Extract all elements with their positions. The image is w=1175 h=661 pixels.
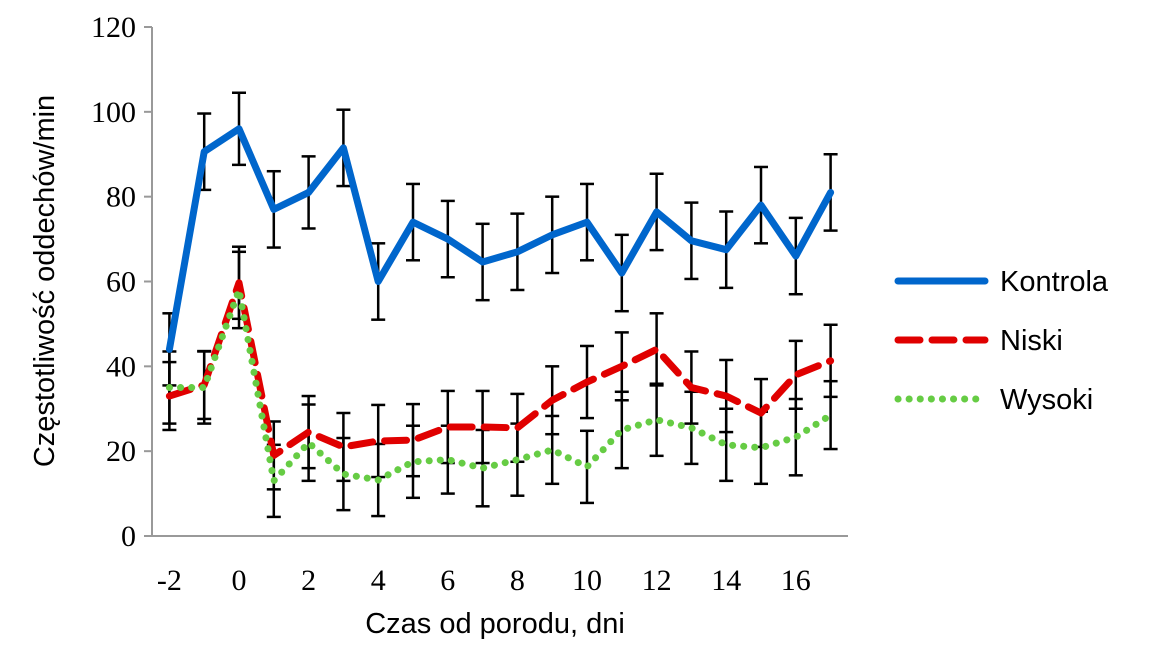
y-tick-label: 120 [91,11,136,44]
legend-label: Niski [1000,325,1063,357]
series-line-kontrola [165,125,835,353]
series-line-wysoki [165,286,835,485]
x-tick-label: 10 [572,564,602,597]
x-tick-label: 8 [510,564,525,597]
x-tick-label: 6 [440,564,455,597]
x-tick-label: 16 [781,564,811,597]
y-tick-label: 60 [106,266,136,299]
y-tick-label: 20 [106,435,136,468]
x-tick-label: 2 [301,564,316,597]
x-tick-label: 12 [642,564,672,597]
y-tick-label: 100 [91,96,136,129]
y-tick-label: 40 [106,350,136,383]
series-line-niski [165,279,835,459]
y-axis-label: Częstotliwość oddechów/min [29,95,61,467]
x-tick-label: -2 [157,564,182,597]
x-axis-label: Czas od porodu, dni [365,608,625,640]
x-tick-label: 0 [232,564,247,597]
x-tick-label: 4 [371,564,386,597]
y-tick-label: 0 [121,520,136,553]
y-tick-label: 80 [106,181,136,214]
legend-label: Wysoki [1000,384,1093,416]
legend-label: Kontrola [1000,266,1109,298]
x-tick-label: 14 [711,564,741,597]
